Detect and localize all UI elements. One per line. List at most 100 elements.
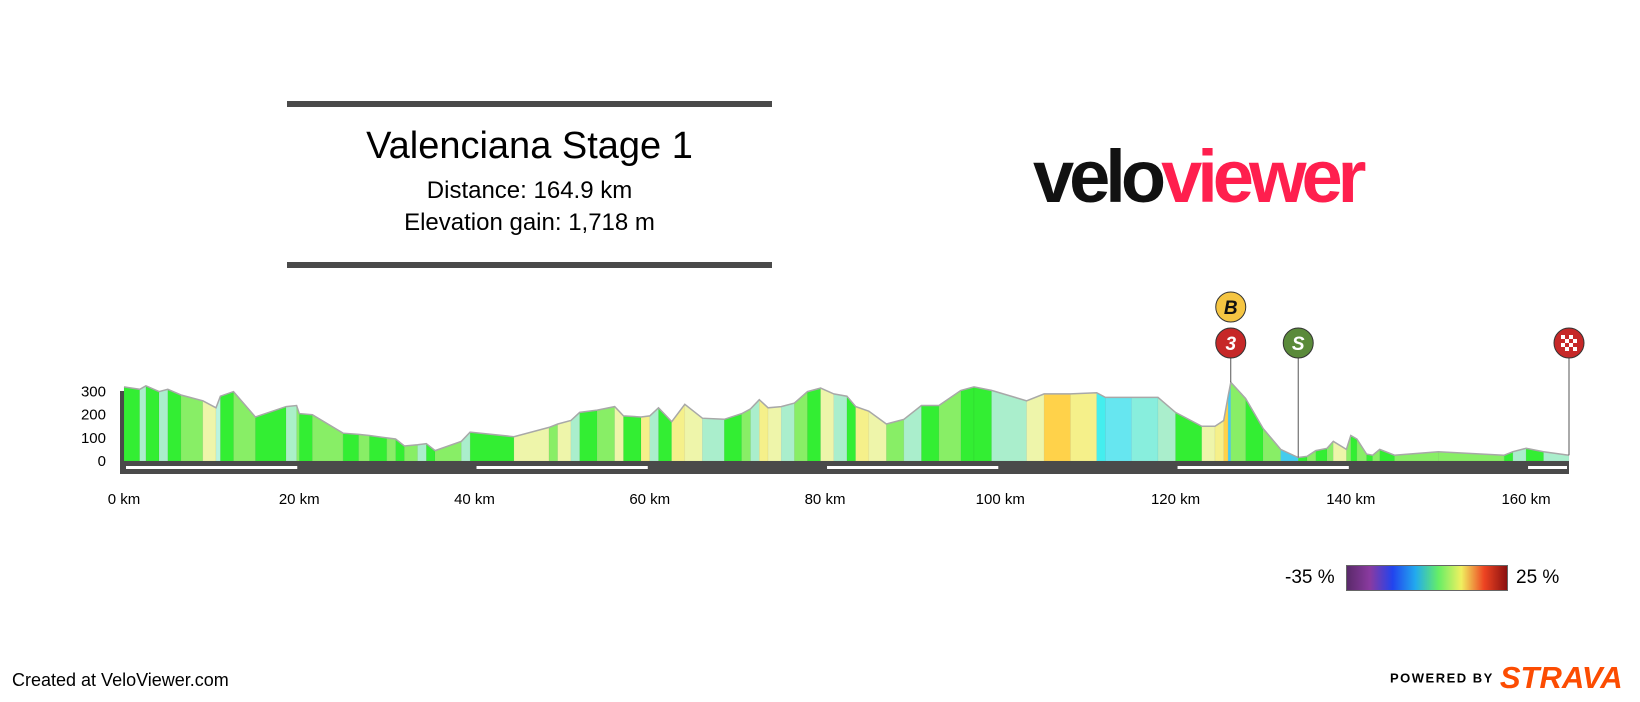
profile-segment [358,434,370,462]
checker-square [1565,339,1569,343]
profile-segment [741,408,751,462]
strava-badge: POWERED BY STRAVA [1390,660,1623,696]
veloviewer-logo: veloviewer [1033,140,1366,214]
checker-square [1565,343,1569,347]
checker-square [1561,347,1565,351]
profile-segment [145,385,160,462]
checker-square [1561,335,1565,339]
km-stripe [126,466,298,469]
legend-max-label: 25 % [1516,567,1560,588]
marker-label: 3 [1225,334,1236,355]
profile-outline [123,380,1570,459]
profile-segment [684,403,703,462]
profile-segment [973,386,992,462]
logo-part-viewer: viewer [1161,135,1366,218]
profile-segment [1201,426,1216,462]
km-stripe [476,466,648,469]
x-tick-label: 100 km [976,491,1025,508]
x-tick-label: 0 km [108,491,141,508]
footer-credit: Created at VeloViewer.com [12,670,229,690]
stage-distance: Distance: 164.9 km [426,177,633,204]
km-stripe [1528,466,1567,469]
stage-title: Valenciana Stage 1 [366,125,693,167]
profile-segment [202,400,217,462]
profile-segment [1043,393,1071,462]
profile-segment [640,415,651,462]
logo-part-velo: velo [1033,135,1166,218]
profile-segment [1026,393,1045,462]
checker-square [1569,339,1573,343]
y-tick-labels: 0 100 200 300 [81,384,106,470]
y-tick-label: 300 [81,384,106,401]
profile-segment [548,423,559,462]
profile-segment [158,388,169,462]
profile-segment [1096,392,1106,462]
profile-segment [807,387,821,462]
profile-segment [342,432,360,462]
strava-logo: STRAVA [1499,660,1623,695]
stage-elevation-gain: Elevation gain: 1,718 m [404,209,655,236]
profile-segment [855,406,870,462]
profile-segment [434,440,462,462]
y-tick-label: 100 [81,430,106,447]
profile-segment [579,409,598,462]
profile-segment [820,387,835,462]
km-stripe [1177,466,1349,469]
profile-segment [868,410,887,462]
profile-segment [623,415,642,462]
profile-segment [1105,397,1132,462]
km-stripe [827,466,999,469]
marker-3-icon [1215,327,1247,359]
x-tick-label: 160 km [1501,491,1550,508]
y-tick-label: 0 [98,453,106,470]
profile-segment [759,399,769,462]
profile-segment [123,386,141,462]
marker-label: S [1292,334,1305,355]
profile-segment [167,388,182,462]
route-markers: B 3 S [1215,291,1585,458]
profile-segment [312,414,344,462]
x-tick-label: 120 km [1151,491,1200,508]
profile-segment [1157,396,1176,462]
profile-segment [139,385,147,462]
title-box-top-rule [287,101,772,107]
marker-label: B [1224,298,1238,319]
profile-segment [833,393,848,462]
checker-square [1573,339,1577,343]
checker-square [1569,335,1573,339]
profile-segment [702,417,725,462]
checker-square [1573,347,1577,351]
marker-B-icon [1215,291,1247,323]
checker-square [1565,335,1569,339]
profile-segment [921,405,940,462]
profile-segment [220,391,234,462]
checker-square [1561,343,1565,347]
profile-segment [233,390,256,462]
profile-segment [1350,435,1358,462]
checker-square [1569,343,1573,347]
profile-segment [369,435,388,462]
profile-segment [960,386,975,462]
profile-segment [417,443,427,462]
profile-segment [903,404,922,462]
profile-segment [649,407,659,462]
x-tick-label: 60 km [629,491,670,508]
powered-by-label: POWERED BY [1390,670,1494,686]
x-tick-label: 80 km [805,491,846,508]
profile-segment [886,419,905,462]
x-tick-label: 140 km [1326,491,1375,508]
y-axis-bar [120,391,124,463]
title-box-bottom-rule [287,262,772,268]
profile-segment [1379,449,1395,462]
profile-segment [1214,420,1224,462]
marker-S-icon [1282,327,1314,359]
checker-square [1565,347,1569,351]
x-tick-label: 20 km [279,491,320,508]
stage-title-box: Valenciana Stage 1 Distance: 164.9 km El… [287,101,772,268]
checker-square [1573,343,1577,347]
x-tick-labels: 0 km 20 km 40 km 60 km 80 km 100 km 120 km 140 … [108,491,1551,508]
profile-segment [1333,440,1347,462]
profile-segment [1230,381,1246,462]
profile-segment [299,413,313,462]
